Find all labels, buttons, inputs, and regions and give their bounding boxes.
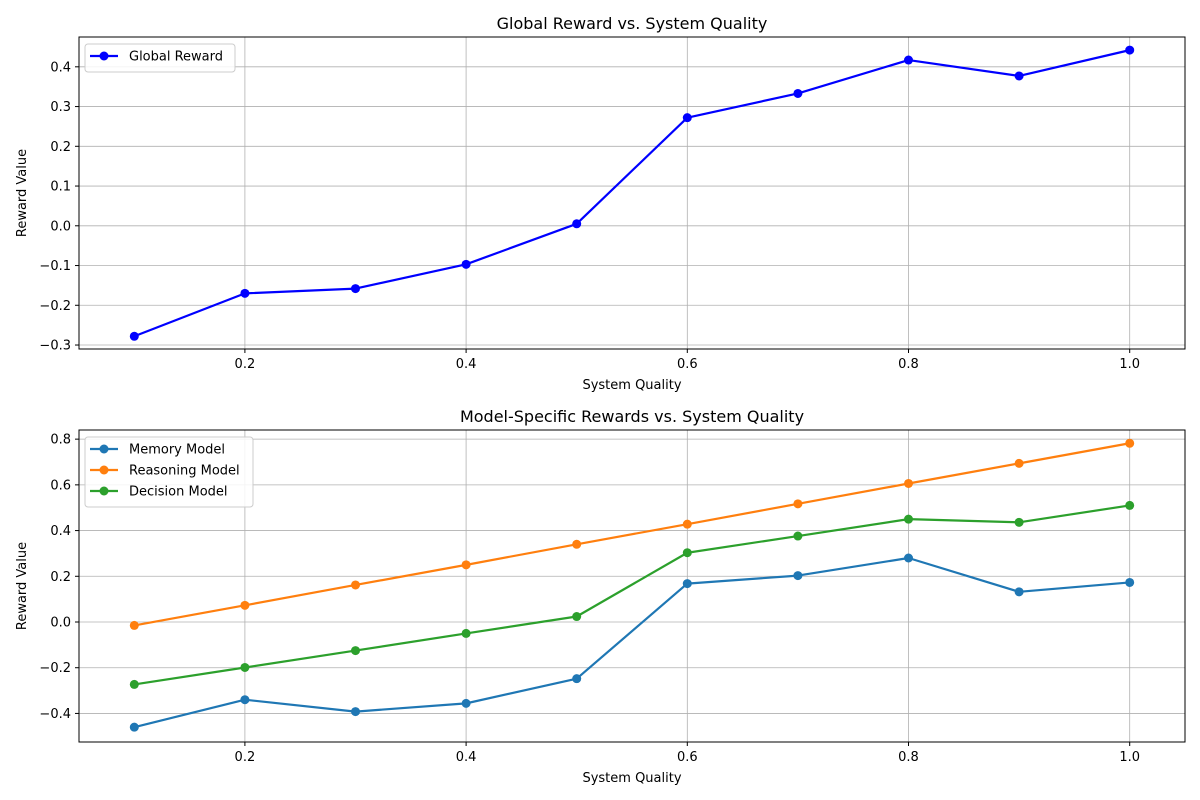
data-point — [682, 548, 692, 558]
data-point — [129, 722, 139, 732]
data-point — [682, 519, 692, 529]
x-tick-label: 0.4 — [456, 357, 477, 372]
data-point — [351, 707, 360, 717]
series-3 — [129, 500, 1135, 689]
y-axis-label: Reward Value — [15, 542, 30, 630]
data-point — [1014, 517, 1024, 527]
data-point — [461, 698, 471, 708]
y-tick-label: 0.1 — [50, 180, 71, 195]
series-1 — [129, 553, 1135, 732]
data-point — [129, 679, 139, 689]
series-2 — [129, 438, 1135, 630]
y-tick-label: −0.1 — [39, 259, 71, 274]
y-tick-label: 0.3 — [50, 100, 71, 115]
chart-title: Model-Specific Rewards vs. System Qualit… — [460, 407, 804, 426]
y-tick-label: 0.4 — [50, 60, 71, 75]
data-point — [461, 560, 471, 570]
legend: Memory Model Reasoning Model Decision Mode… — [84, 436, 254, 508]
legend-marker — [99, 465, 109, 475]
chart-panel-1: 0.2 0.4 0.6 0.8 1.0 −0.3 −0.2 −0.1 0.0 0.1 0.2 0.3 0… — [15, 14, 1186, 393]
x-tick-label: 0.2 — [235, 750, 256, 765]
x-tick-label: 0.6 — [677, 750, 698, 765]
data-point — [1125, 577, 1135, 587]
data-point — [572, 219, 582, 229]
legend-marker — [99, 444, 109, 454]
legend-box — [84, 43, 236, 73]
axes-frame — [78, 36, 1186, 350]
series-line — [134, 442, 1130, 627]
data-point — [129, 331, 139, 341]
data-point — [572, 539, 582, 549]
data-point — [240, 600, 250, 610]
y-tick-label: 0.2 — [50, 140, 71, 155]
data-point — [1125, 45, 1135, 55]
x-tick-label: 0.2 — [235, 357, 256, 372]
x-tick-label: 0.8 — [898, 750, 919, 765]
data-point — [461, 259, 471, 269]
data-point — [793, 88, 803, 98]
axes-frame — [78, 429, 1186, 743]
data-point — [793, 531, 803, 541]
data-point — [1014, 587, 1024, 597]
data-point — [682, 579, 692, 589]
data-point — [351, 284, 360, 294]
data-point — [793, 499, 803, 509]
y-axis-label: Reward Value — [15, 149, 30, 237]
legend-marker — [99, 51, 109, 61]
data-point — [351, 646, 360, 656]
x-axis-label: System Quality — [582, 771, 681, 786]
series-line — [134, 504, 1130, 686]
legend-label: Global Reward — [129, 50, 223, 65]
data-point — [904, 55, 913, 65]
legend: Global Reward — [84, 43, 236, 73]
legend-box — [84, 436, 254, 508]
x-tick-label: 0.6 — [677, 357, 698, 372]
y-tick-label: 0.6 — [50, 478, 71, 493]
y-tick-label: −0.2 — [39, 299, 71, 314]
data-point — [129, 620, 139, 630]
data-point — [904, 553, 913, 563]
y-tick-label: 0.8 — [50, 433, 71, 448]
data-point — [240, 662, 250, 672]
data-point — [572, 674, 582, 684]
x-axis-label: System Quality — [582, 378, 681, 393]
y-tick-label: 0.0 — [50, 616, 71, 631]
chart-title: Global Reward vs. System Quality — [497, 14, 768, 33]
data-point — [682, 113, 692, 123]
series-line — [133, 49, 1130, 338]
y-tick-label: −0.3 — [39, 339, 71, 354]
x-tick-label: 0.4 — [456, 750, 477, 765]
legend-marker — [99, 486, 109, 496]
legend-label: Decision Model — [129, 485, 228, 500]
y-tick-label: 0.4 — [50, 524, 71, 539]
legend-label: Reasoning Model — [129, 464, 240, 479]
y-tick-label: −0.2 — [39, 661, 71, 676]
x-tick-label: 1.0 — [1119, 357, 1140, 372]
x-tick-label: 0.8 — [898, 357, 919, 372]
data-point — [1125, 500, 1135, 510]
legend-label: Memory Model — [129, 443, 225, 458]
y-tick-label: 0.0 — [50, 219, 71, 234]
data-point — [240, 695, 250, 705]
data-point — [1125, 438, 1135, 448]
data-point — [904, 478, 913, 488]
data-point — [461, 628, 471, 638]
data-point — [793, 571, 803, 581]
data-point — [572, 612, 582, 622]
y-tick-label: −0.4 — [39, 707, 71, 722]
chart-panel-2: 0.2 0.4 0.6 0.8 1.0 −0.4 −0.2 0.0 0.2 0.4 0.6 0.8 Mo… — [15, 407, 1186, 786]
series-1 — [129, 45, 1135, 341]
y-tick-label: 0.2 — [50, 570, 71, 585]
x-tick-label: 1.0 — [1119, 750, 1140, 765]
data-point — [351, 580, 360, 590]
data-point — [1014, 71, 1024, 81]
data-point — [240, 288, 250, 298]
series-line — [134, 556, 1130, 729]
data-point — [1014, 458, 1024, 468]
data-point — [904, 514, 913, 524]
